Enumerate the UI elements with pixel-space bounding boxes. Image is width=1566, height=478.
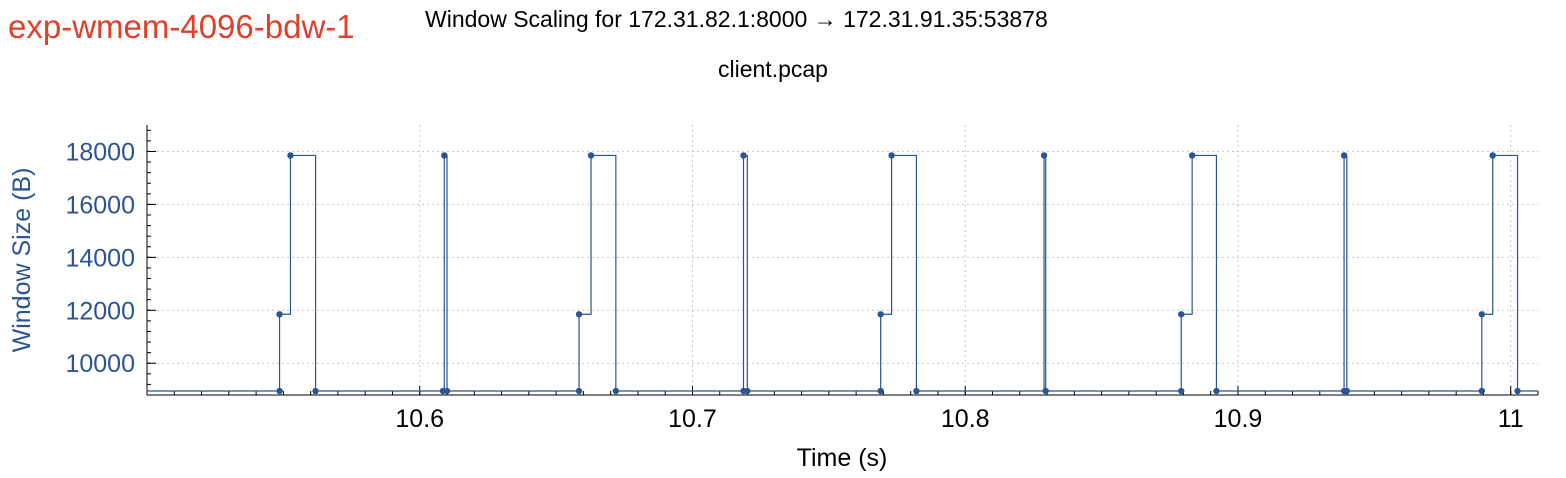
x-tick-label: 10.6 — [395, 405, 444, 433]
data-point — [612, 387, 620, 395]
data-point — [1489, 152, 1496, 159]
data-point — [441, 152, 448, 159]
series-window-size — [147, 152, 1538, 395]
data-point — [312, 387, 319, 395]
data-point — [1042, 387, 1049, 395]
axes: 10.6 10.7 10.8 10.9 11 10000 12000 14000 16000 18… — [65, 125, 1539, 433]
data-point — [1514, 387, 1521, 395]
data-point — [1340, 152, 1348, 159]
grid — [147, 125, 1538, 395]
series-line — [147, 154, 1538, 392]
data-point — [1178, 387, 1185, 395]
y-tick-label: 18000 — [65, 138, 135, 166]
data-point — [443, 387, 451, 395]
chart-subtitle: client.pcap — [718, 56, 828, 82]
data-point — [1478, 387, 1486, 395]
y-tick-label: 16000 — [65, 191, 135, 219]
data-point — [1343, 387, 1351, 395]
x-tick-label: 10.9 — [1214, 405, 1263, 433]
y-tick-label: 14000 — [65, 244, 135, 272]
data-point — [740, 152, 747, 159]
y-tick-label: 12000 — [65, 297, 135, 325]
data-point — [1478, 311, 1486, 318]
x-tick-label: 11 — [1498, 405, 1524, 433]
data-point — [287, 152, 294, 159]
experiment-label: exp-wmem-4096-bdw-1 — [8, 8, 355, 45]
x-tick-label: 10.8 — [941, 405, 990, 433]
data-point — [744, 387, 751, 395]
data-point — [575, 387, 583, 395]
x-tick-label: 10.7 — [668, 405, 717, 433]
data-point — [276, 311, 283, 318]
data-point — [575, 311, 583, 318]
data-point — [1040, 152, 1048, 159]
data-point — [1178, 311, 1185, 318]
chart-title: Window Scaling for 172.31.82.1:8000 → 17… — [425, 6, 1048, 32]
data-point — [877, 311, 884, 318]
data-point — [888, 152, 895, 159]
x-axis-label: Time (s) — [797, 444, 888, 472]
data-point — [877, 387, 884, 395]
data-point — [587, 152, 595, 159]
y-tick-label: 10000 — [65, 350, 135, 378]
data-point — [1188, 152, 1196, 159]
data-point — [1213, 387, 1220, 395]
y-axis-label: Window Size (B) — [8, 168, 36, 353]
data-point — [913, 387, 920, 395]
data-point — [276, 387, 283, 395]
